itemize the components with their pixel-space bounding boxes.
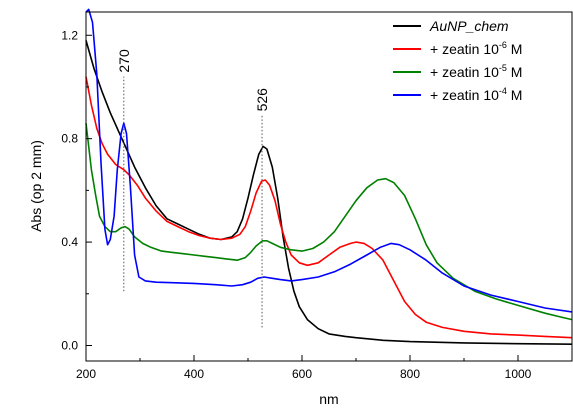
legend-label-4: + zeatin 10-4 M [430, 86, 522, 103]
y-tick-label: 0.4 [61, 235, 78, 249]
x-tick-label: 600 [292, 367, 312, 381]
legend-label-1: AuNP_chem [429, 18, 509, 34]
annotation-layer: 270 526 [116, 49, 270, 328]
series-line-1 [85, 40, 573, 345]
legend-label-2: + zeatin 10-6 M [430, 40, 522, 57]
x-axis-label: nm [319, 391, 338, 407]
legend-label-3: + zeatin 10-5 M [430, 63, 522, 80]
series-layer [85, 8, 573, 345]
x-tick-label: 800 [400, 367, 420, 381]
peak-marker-label-2: 526 [254, 88, 270, 112]
y-tick-label: 0.8 [61, 132, 78, 146]
x-axis: 200 400 600 800 1000 [76, 355, 532, 381]
x-tick-label: 400 [184, 367, 204, 381]
y-tick-label: 0.0 [61, 338, 78, 352]
series-line-2 [85, 76, 573, 339]
plot-frame [85, 11, 573, 362]
series-line-3 [85, 123, 573, 321]
legend: AuNP_chem + zeatin 10-6 M + zeatin 10-5 M +… [393, 18, 522, 103]
y-axis-label: Abs (op 2 mm) [28, 140, 44, 232]
y-tick-label: 1.2 [61, 28, 78, 42]
peak-marker-label-1: 270 [116, 49, 132, 73]
x-tick-label: 200 [76, 367, 96, 381]
y-axis: 0.0 0.4 0.8 1.2 [61, 28, 92, 352]
x-tick-label: 1000 [505, 367, 532, 381]
series-line-4 [85, 8, 573, 313]
